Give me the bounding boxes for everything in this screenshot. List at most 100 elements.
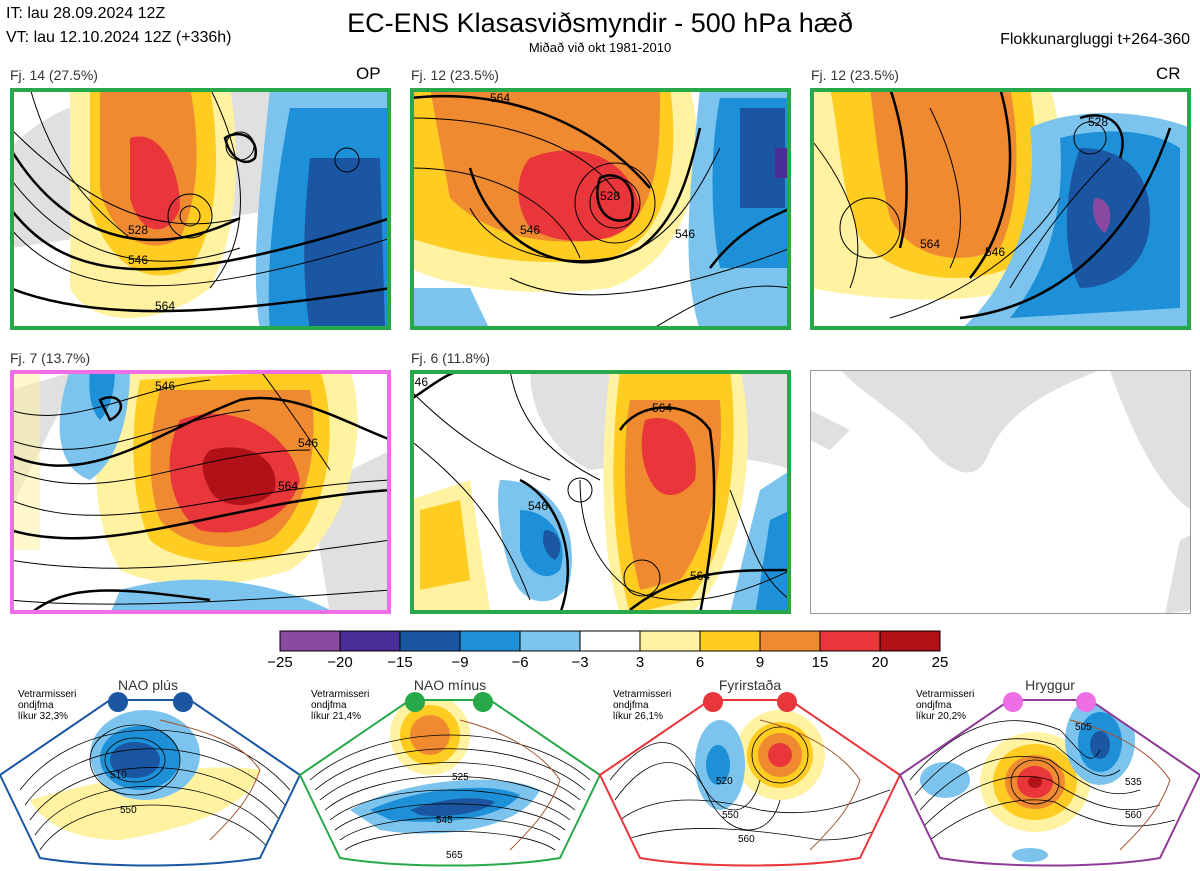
map-panel-3-graphic: 528 546 564	[810, 88, 1191, 330]
regime-4-label-3: 560	[1125, 810, 1142, 821]
colorbar-tick-label: −20	[327, 654, 353, 671]
svg-text:528: 528	[128, 223, 148, 237]
regime-3-frame	[598, 699, 902, 867]
regime-2-marker-1	[405, 692, 425, 712]
svg-text:564: 564	[278, 479, 298, 493]
colorbar-segment	[759, 630, 821, 652]
colorbar-segment	[279, 630, 341, 652]
regime-4-marker-2	[1076, 692, 1096, 712]
regime-3-name: Fyrirstaða	[718, 677, 782, 693]
map-panel-3: 528 546 564	[810, 88, 1191, 330]
panel-2-contour-labels: 528 546 546 564	[490, 91, 695, 241]
regime-1-label-1: 510	[110, 770, 127, 781]
svg-text:564: 564	[490, 91, 510, 105]
initial-time: IT: lau 28.09.2024 12Z	[6, 5, 166, 22]
regime-2-name: NAO mínus	[413, 677, 487, 693]
panel-1-tag: OP	[356, 64, 381, 83]
regime-4-label-1: 505	[1075, 722, 1092, 733]
regime-1-marker-1	[108, 692, 128, 712]
map-panel-2: 528 546 546 564	[410, 88, 791, 330]
svg-text:564: 564	[920, 237, 940, 251]
regime-4-frame	[898, 699, 1200, 867]
valid-time: VT: lau 12.10.2024 12Z (+336h)	[6, 29, 232, 46]
regime-3-marker-2	[777, 692, 797, 712]
regime-3-marker-1	[703, 692, 723, 712]
regime-4-label-2: 535	[1125, 777, 1142, 788]
colorbar-tick-label: −15	[387, 654, 413, 671]
regime-3-note: Vetrarmisseri ondjfma líkur 26,1%	[613, 689, 672, 722]
regime-2-label-2: 545	[436, 815, 453, 826]
map-panel-1-graphic: 528 546 564	[10, 88, 391, 330]
map-panel-6-empty	[810, 370, 1191, 614]
svg-text:546: 546	[155, 379, 175, 393]
panel-3-frame	[810, 88, 1191, 330]
panel-3-contour-labels: 528 546 564	[920, 115, 1108, 259]
svg-text:564: 564	[690, 569, 710, 583]
regime-1-name: NAO plús	[118, 677, 178, 693]
colorbar-segment	[639, 630, 701, 652]
svg-text:564: 564	[155, 299, 175, 313]
regime-2-marker-2	[473, 692, 493, 712]
regime-1-frame	[0, 699, 302, 867]
regime-4-name: Hryggur	[1025, 677, 1075, 693]
colorbar-tick-label: 9	[755, 654, 765, 671]
svg-text:546: 546	[298, 436, 318, 450]
regime-2-label-3: 565	[446, 850, 463, 861]
panel-1-label: Fj. 14 (27.5%)	[10, 67, 98, 83]
panel-1-frame	[10, 88, 391, 330]
map-panel-5-graphic: 546 546 564 564	[410, 370, 791, 614]
colorbar-tick-label: −25	[267, 654, 293, 671]
map-panel-6-graphic	[810, 370, 1191, 614]
map-panel-1: 528 546 564	[10, 88, 391, 330]
regime-4-note: Vetrarmisseri ondjfma líkur 20,2%	[916, 689, 975, 722]
colorbar-segment	[399, 630, 461, 652]
panel-3-tag: CR	[1156, 64, 1181, 83]
page-subtitle: Miðað við okt 1981-2010	[528, 40, 672, 55]
map-panel-4: 546 546 564	[10, 370, 391, 614]
regime-2-label-1: 525	[452, 772, 469, 783]
colorbar-segment	[519, 630, 581, 652]
colorbar-tick-label: 6	[695, 654, 705, 671]
panel-5-label: Fj. 6 (11.8%)	[411, 350, 491, 366]
colorbar-segment	[879, 630, 941, 652]
svg-text:546: 546	[528, 499, 548, 513]
colorbar-tick-label: 15	[811, 654, 829, 671]
panel-3-label: Fj. 12 (23.5%)	[811, 67, 899, 83]
colorbar-segment	[579, 630, 641, 652]
svg-text:546: 546	[410, 375, 428, 389]
svg-text:546: 546	[520, 223, 540, 237]
svg-text:546: 546	[985, 245, 1005, 259]
regime-3-label-3: 560	[738, 834, 755, 845]
svg-text:528: 528	[1088, 115, 1108, 129]
panel-4-contour-labels: 546 546 564	[155, 379, 318, 493]
colorbar-tick-label: 25	[931, 654, 949, 671]
regime-3-label-2: 550	[722, 810, 739, 821]
panel-2-frame	[410, 88, 791, 330]
colorbar-segment	[699, 630, 761, 652]
regime-1-marker-2	[173, 692, 193, 712]
regime-3-label-1: 520	[716, 776, 733, 787]
page-title: EC-ENS Klasasviðsmyndir - 500 hPa hæð	[347, 8, 853, 38]
colorbar-tick-label: 20	[871, 654, 889, 671]
svg-text:528: 528	[600, 189, 620, 203]
panel-4-label: Fj. 7 (13.7%)	[10, 350, 91, 366]
regime-1-label-2: 550	[120, 805, 137, 816]
regime-fans: 510 550 525 545 565	[0, 692, 1200, 867]
colorbar-tick-label: −3	[571, 654, 589, 671]
colorbar-segment	[459, 630, 521, 652]
panel-2-label: Fj. 12 (23.5%)	[411, 67, 499, 83]
panel-4-frame	[10, 370, 391, 614]
svg-text:564: 564	[652, 401, 672, 415]
colorbar	[279, 630, 943, 657]
regime-4-marker-1	[1003, 692, 1023, 712]
panel-5-contour-labels: 546 546 564 564	[410, 375, 710, 583]
colorbar-tick-label: −9	[451, 654, 469, 671]
map-panel-4-graphic: 546 546 564	[10, 370, 391, 614]
map-panel-5: 546 546 564 564	[410, 370, 791, 614]
svg-text:546: 546	[675, 227, 695, 241]
panel-1-contour-labels: 528 546 564	[128, 223, 175, 313]
colorbar-tick-label: 3	[635, 654, 645, 671]
classification-window: Flokkunargluggi t+264-360	[1000, 31, 1190, 48]
regime-1-note: Vetrarmisseri ondjfma líkur 32,3%	[18, 689, 77, 722]
regime-2-frame	[298, 699, 602, 867]
